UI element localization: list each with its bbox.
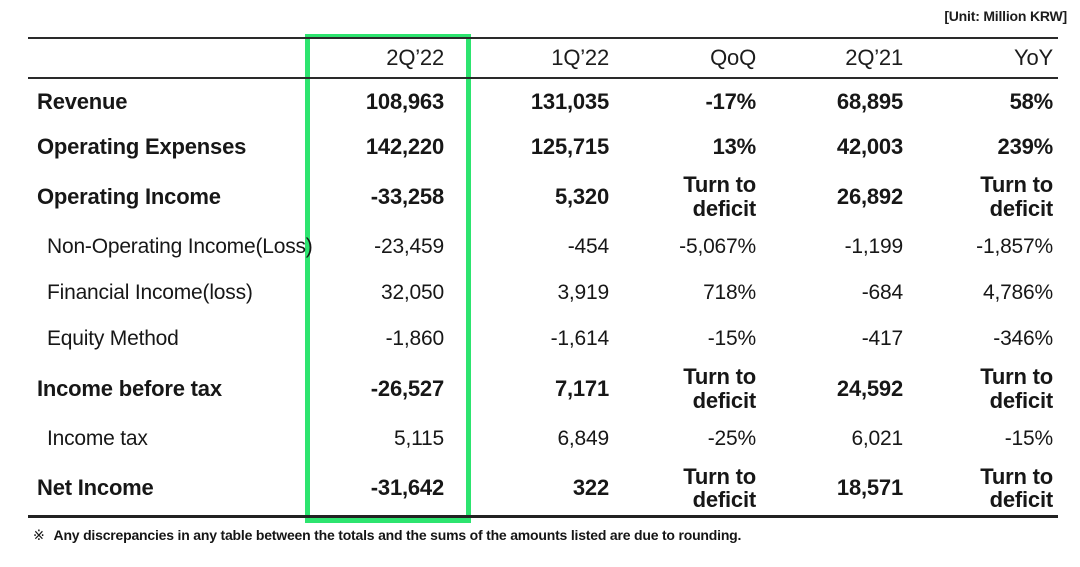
cell: -684 (861, 280, 903, 304)
column-header: YoY (1014, 45, 1053, 70)
cell: 5,115 (394, 426, 444, 450)
cell: 24,592 (836, 376, 903, 402)
cell: -5,067% (679, 234, 756, 258)
cell: 142,220 (365, 134, 444, 160)
cell: 26,892 (836, 184, 903, 210)
cell: -1,199 (844, 234, 904, 258)
column-header: 1Q’22 (551, 45, 609, 70)
row-label-header (28, 38, 305, 78)
cell: 6,849 (557, 426, 609, 450)
footnote: ※ Any discrepancies in any table between … (33, 527, 741, 544)
cell: 42,003 (836, 134, 903, 160)
row-label: Income before tax (37, 376, 222, 402)
cell: 108,963 (365, 88, 444, 114)
cell: 131,035 (530, 88, 609, 114)
cell: -33,258 (370, 184, 444, 210)
header-row: 2Q’22 1Q’22 QoQ 2Q’21 YoY (28, 38, 1058, 78)
cell: 239% (997, 134, 1054, 160)
table-row: Financial Income(loss) 32,050 3,919 718% -68… (28, 270, 1058, 316)
cell: 6,021 (851, 426, 903, 450)
cell: 68,895 (836, 88, 903, 114)
table-row: Income tax 5,115 6,849 -25% 6,021 -15% (28, 416, 1058, 462)
row-label: Equity Method (47, 326, 179, 350)
table-row: Non-Operating Income(Loss) -23,459 -454 -5,… (28, 224, 1058, 270)
column-header: 2Q’21 (845, 45, 903, 70)
cell: Turn to deficit (980, 463, 1053, 513)
cell: 32,050 (380, 280, 444, 304)
cell: -23,459 (374, 234, 444, 258)
cell: 13% (712, 134, 757, 160)
cell: 18,571 (836, 475, 903, 501)
cell: 5,320 (554, 184, 609, 210)
cell: -25% (707, 426, 756, 450)
cell: 718% (703, 280, 756, 304)
financial-table-wrap: 2Q’22 1Q’22 QoQ 2Q’21 YoY Revenue 108,963 131,… (28, 34, 1058, 523)
cell: Turn to deficit (683, 364, 756, 413)
table-row: Operating Expenses 142,220 125,715 13% 42,00… (28, 124, 1058, 170)
cell: -15% (707, 326, 756, 350)
table-row: Net Income -31,642 322 Turn to deficit 18,57… (28, 462, 1058, 516)
cell: Turn to deficit (683, 463, 756, 513)
cell: Turn to deficit (683, 172, 756, 221)
column-header: 2Q’22 (386, 45, 444, 70)
row-label: Financial Income(loss) (47, 280, 253, 304)
cell: -1,614 (550, 326, 610, 350)
cell: 4,786% (982, 280, 1053, 304)
table-body: Revenue 108,963 131,035 -17% 68,895 58% Operat… (28, 78, 1058, 516)
table-row: Operating Income -33,258 5,320 Turn to defi… (28, 170, 1058, 224)
table-row: Income before tax -26,527 7,171 Turn to def… (28, 362, 1058, 416)
cell: 7,171 (554, 376, 609, 402)
cell: -1,857% (976, 234, 1053, 258)
cell: 322 (572, 475, 609, 501)
unit-label: [Unit: Million KRW] (944, 8, 1067, 24)
row-label: Non-Operating Income(Loss) (47, 234, 313, 258)
cell: -31,642 (370, 475, 444, 501)
cell: 58% (1009, 88, 1054, 114)
cell: Turn to deficit (980, 364, 1053, 413)
cell: 125,715 (530, 134, 609, 160)
cell: -26,527 (370, 376, 444, 402)
row-label: Operating Expenses (37, 134, 247, 160)
cell: 3,919 (557, 280, 609, 304)
row-label: Revenue (37, 88, 128, 114)
cell: -454 (567, 234, 609, 258)
row-label: Income tax (47, 426, 148, 450)
cell: -417 (861, 326, 903, 350)
table-row: Revenue 108,963 131,035 -17% 68,895 58% (28, 78, 1058, 124)
row-label: Operating Income (37, 184, 221, 210)
column-header: QoQ (710, 45, 756, 70)
cell: Turn to deficit (980, 172, 1053, 221)
table-row: Equity Method -1,860 -1,614 -15% -417 -346% (28, 316, 1058, 362)
cell: -17% (705, 88, 756, 114)
row-label: Net Income (37, 475, 154, 501)
financial-table: 2Q’22 1Q’22 QoQ 2Q’21 YoY Revenue 108,963 131,… (28, 37, 1058, 518)
cell: -1,860 (385, 326, 445, 350)
footnote-text: Any discrepancies in any table between t… (53, 527, 742, 543)
footnote-marker: ※ (33, 527, 45, 543)
table-header: 2Q’22 1Q’22 QoQ 2Q’21 YoY (28, 38, 1058, 78)
cell: -346% (993, 326, 1053, 350)
cell: -15% (1004, 426, 1053, 450)
